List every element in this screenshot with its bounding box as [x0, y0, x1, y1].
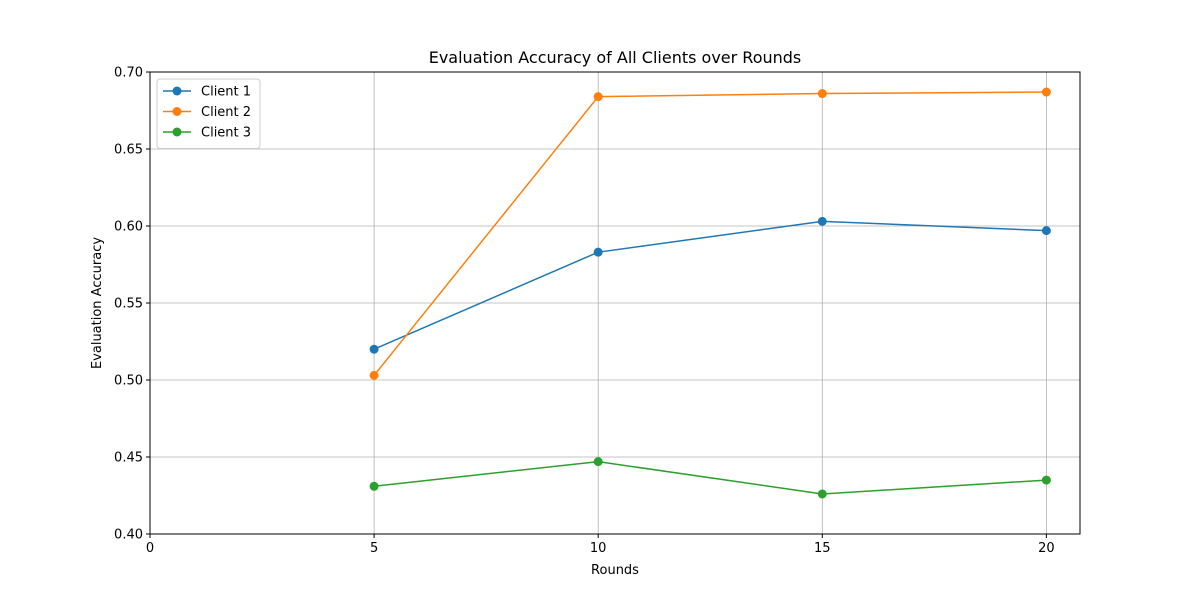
x-tick-label: 0: [146, 541, 154, 556]
data-point: [593, 247, 603, 257]
data-point: [593, 457, 603, 467]
legend-item: Client 1: [163, 85, 251, 100]
data-point: [593, 92, 603, 102]
legend-swatch-marker: [172, 127, 182, 137]
data-point: [369, 481, 379, 491]
y-axis-title: Evaluation Accuracy: [90, 237, 105, 369]
legend-label: Client 2: [201, 105, 251, 120]
y-tick-label: 0.40: [114, 528, 143, 543]
legend-label: Client 1: [201, 85, 251, 100]
x-tick-label: 10: [590, 541, 607, 556]
data-point: [369, 370, 379, 380]
x-tick-label: 15: [814, 541, 831, 556]
y-tick-label: 0.50: [114, 374, 143, 389]
y-tick-label: 0.65: [114, 143, 143, 158]
series-line: [373, 220, 1047, 350]
series-line: [374, 460, 1047, 495]
chart-title: Evaluation Accuracy of All Clients over …: [429, 48, 802, 67]
x-axis: 0 5 10 15 20: [146, 534, 1055, 556]
legend-item: Client 3: [163, 126, 251, 141]
legend-label: Client 3: [201, 126, 251, 141]
legend-swatch-marker: [172, 107, 182, 116]
legend-swatch-marker: [172, 86, 182, 96]
y-tick-label: 0.55: [114, 297, 143, 312]
series-client-1: [369, 216, 1051, 354]
data-point: [369, 344, 379, 354]
data-point: [1041, 226, 1051, 236]
y-tick-label: 0.45: [114, 451, 143, 466]
series-line: [373, 91, 1047, 376]
data-point: [1041, 87, 1051, 97]
series-client-3: [369, 457, 1051, 499]
x-axis-title: Rounds: [591, 563, 639, 578]
series-layer: [369, 87, 1051, 499]
data-point: [817, 216, 827, 226]
legend-item: Client 2: [163, 105, 251, 120]
x-tick-label: 20: [1038, 541, 1055, 556]
series-client-2: [369, 87, 1051, 380]
data-point: [1041, 475, 1051, 485]
y-tick-label: 0.70: [114, 66, 143, 81]
legend: Client 1 Client 2 Client 3: [156, 78, 261, 149]
y-tick-label: 0.60: [114, 220, 143, 235]
x-tick-label: 5: [370, 541, 378, 556]
legend-box: [156, 78, 261, 149]
data-point: [817, 489, 827, 499]
data-point: [817, 89, 827, 99]
y-axis: 0.40 0.45 0.50 0.55 0.60 0.65 0.70: [114, 66, 150, 543]
